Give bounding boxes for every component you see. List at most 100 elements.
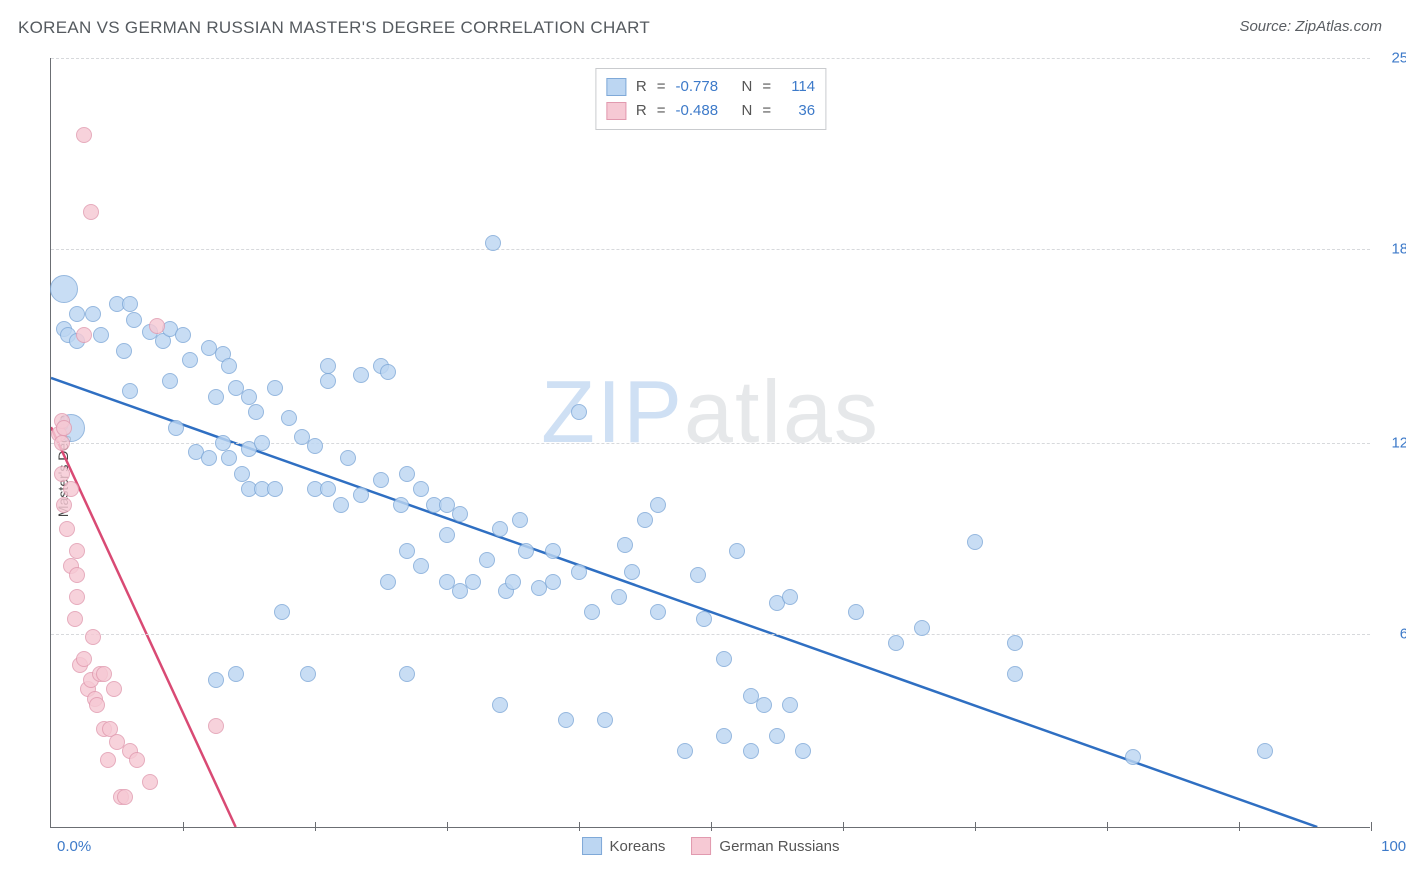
legend-n-label: N <box>742 99 753 123</box>
watermark-part2: atlas <box>684 362 880 461</box>
data-point <box>624 564 640 580</box>
x-tick <box>1239 822 1240 831</box>
data-point <box>1125 749 1141 765</box>
data-point <box>439 527 455 543</box>
data-point <box>716 651 732 667</box>
legend-r-label: R <box>636 99 647 123</box>
gridline <box>51 249 1370 250</box>
data-point <box>228 666 244 682</box>
data-point <box>380 574 396 590</box>
data-point <box>116 343 132 359</box>
legend-item: German Russians <box>691 837 839 855</box>
data-point <box>545 543 561 559</box>
x-tick <box>1107 822 1108 831</box>
data-point <box>96 666 112 682</box>
data-point <box>518 543 534 559</box>
y-tick-label: 6.3% <box>1400 625 1406 642</box>
data-point <box>208 672 224 688</box>
data-point <box>63 481 79 497</box>
data-point <box>465 574 481 590</box>
data-point <box>56 420 72 436</box>
legend-series-label: German Russians <box>719 838 839 855</box>
data-point <box>413 558 429 574</box>
data-point <box>782 697 798 713</box>
data-point <box>83 204 99 220</box>
data-point <box>100 752 116 768</box>
data-point <box>888 635 904 651</box>
data-point <box>85 629 101 645</box>
data-point <box>373 472 389 488</box>
legend-swatch <box>606 102 626 120</box>
data-point <box>234 466 250 482</box>
data-point <box>558 712 574 728</box>
data-point <box>168 420 184 436</box>
data-point <box>452 506 468 522</box>
chart-title: KOREAN VS GERMAN RUSSIAN MASTER'S DEGREE… <box>18 18 650 38</box>
source-label: Source: ZipAtlas.com <box>1239 18 1382 35</box>
data-point <box>769 728 785 744</box>
data-point <box>93 327 109 343</box>
data-point <box>320 481 336 497</box>
data-point <box>320 358 336 374</box>
legend-item: Koreans <box>582 837 666 855</box>
legend-n-value: 114 <box>781 75 815 99</box>
data-point <box>413 481 429 497</box>
data-point <box>221 358 237 374</box>
gridline <box>51 58 1370 59</box>
data-point <box>274 604 290 620</box>
plot-area: ZIPatlas R=-0.778N=114R=-0.488N=36 Korea… <box>50 58 1370 828</box>
data-point <box>54 435 70 451</box>
data-point <box>353 487 369 503</box>
data-point <box>142 774 158 790</box>
data-point <box>248 404 264 420</box>
data-point <box>59 521 75 537</box>
data-point <box>756 697 772 713</box>
legend-r-value: -0.488 <box>676 99 732 123</box>
data-point <box>117 789 133 805</box>
equals-sign: = <box>762 99 771 123</box>
x-tick <box>843 822 844 831</box>
data-point <box>208 389 224 405</box>
data-point <box>221 450 237 466</box>
watermark: ZIPatlas <box>541 361 880 463</box>
data-point <box>696 611 712 627</box>
data-point <box>545 574 561 590</box>
data-point <box>380 364 396 380</box>
data-point <box>182 352 198 368</box>
data-point <box>399 666 415 682</box>
data-point <box>1257 743 1273 759</box>
data-point <box>333 497 349 513</box>
data-point <box>729 543 745 559</box>
data-point <box>54 466 70 482</box>
data-point <box>914 620 930 636</box>
y-tick-label: 18.8% <box>1391 240 1406 257</box>
data-point <box>76 651 92 667</box>
equals-sign: = <box>657 75 666 99</box>
data-point <box>512 512 528 528</box>
legend-n-label: N <box>742 75 753 99</box>
data-point <box>650 604 666 620</box>
y-tick-label: 12.5% <box>1391 435 1406 452</box>
legend-swatch <box>582 837 602 855</box>
data-point <box>571 404 587 420</box>
data-point <box>492 521 508 537</box>
data-point <box>69 543 85 559</box>
data-point <box>50 275 78 303</box>
data-point <box>85 306 101 322</box>
data-point <box>399 466 415 482</box>
y-tick-label: 25.0% <box>1391 50 1406 67</box>
data-point <box>677 743 693 759</box>
legend-series-label: Koreans <box>610 838 666 855</box>
data-point <box>122 296 138 312</box>
data-point <box>320 373 336 389</box>
data-point <box>399 543 415 559</box>
x-tick <box>579 822 580 831</box>
x-tick <box>975 822 976 831</box>
data-point <box>126 312 142 328</box>
x-tick <box>447 822 448 831</box>
data-point <box>967 534 983 550</box>
data-point <box>56 497 72 513</box>
gridline <box>51 634 1370 635</box>
data-point <box>617 537 633 553</box>
data-point <box>208 718 224 734</box>
